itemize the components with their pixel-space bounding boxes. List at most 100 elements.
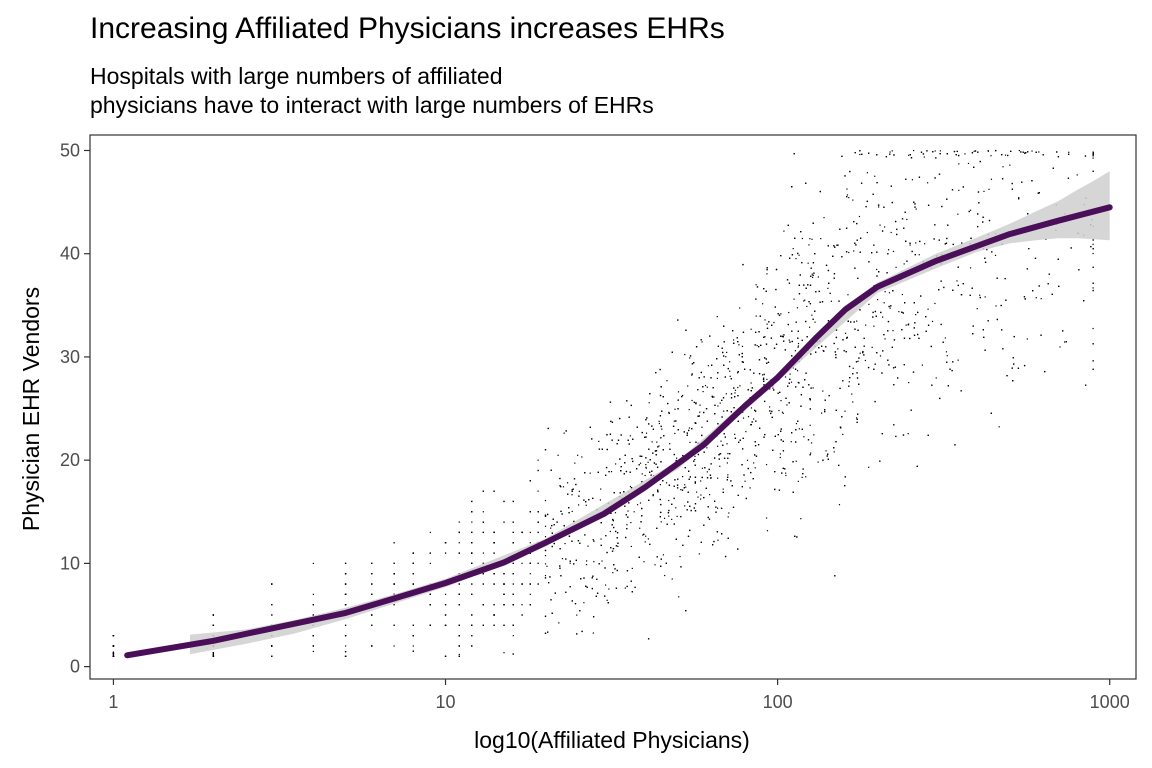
scatter-point	[684, 505, 686, 507]
scatter-point	[920, 295, 922, 297]
scatter-point	[727, 367, 729, 370]
scatter-point	[990, 155, 992, 157]
scatter-point	[560, 575, 562, 577]
scatter-point	[529, 604, 531, 606]
scatter-point	[901, 293, 904, 296]
scatter-point	[558, 622, 560, 624]
scatter-point	[567, 493, 569, 495]
scatter-point	[458, 624, 460, 626]
scatter-point	[610, 471, 613, 473]
scatter-point	[881, 230, 884, 232]
scatter-point	[631, 591, 633, 593]
scatter-point	[904, 302, 906, 304]
scatter-point	[493, 624, 495, 626]
scatter-point	[916, 465, 918, 467]
scatter-point	[668, 412, 670, 414]
scatter-point	[729, 375, 731, 377]
scatter-point	[743, 368, 746, 370]
scatter-point	[646, 417, 648, 419]
scatter-point	[737, 420, 739, 422]
chart-subtitle-line-2: physicians have to interact with large n…	[90, 92, 654, 118]
scatter-point	[787, 385, 789, 387]
scatter-point	[845, 227, 848, 229]
scatter-point	[691, 373, 693, 375]
scatter-point	[695, 422, 697, 424]
scatter-point	[665, 562, 667, 564]
scatter-point	[344, 573, 347, 575]
scatter-point	[537, 469, 539, 472]
scatter-point	[689, 505, 691, 507]
scatter-point	[611, 421, 614, 423]
scatter-point	[784, 376, 787, 378]
scatter-point	[795, 321, 797, 323]
scatter-point	[741, 345, 744, 348]
scatter-point	[882, 316, 884, 318]
scatter-point	[808, 384, 810, 386]
scatter-point	[808, 301, 810, 303]
scatter-point	[762, 303, 764, 305]
scatter-point	[799, 274, 801, 276]
scatter-point	[938, 173, 941, 175]
scatter-point	[689, 529, 691, 532]
scatter-point	[565, 591, 567, 593]
scatter-point	[822, 390, 824, 392]
scatter-point	[700, 541, 702, 543]
scatter-point	[747, 389, 749, 391]
scatter-point	[865, 205, 867, 208]
scatter-point	[795, 423, 798, 425]
scatter-point	[827, 320, 830, 322]
scatter-point	[798, 284, 800, 286]
scatter-point	[512, 531, 514, 534]
scatter-point	[1035, 151, 1037, 153]
scatter-point	[663, 435, 665, 437]
scatter-point	[636, 426, 638, 428]
scatter-point	[846, 337, 848, 339]
scatter-point	[818, 347, 820, 349]
scatter-point	[711, 395, 713, 398]
scatter-point	[891, 346, 893, 348]
scatter-point	[444, 614, 447, 616]
scatter-point	[849, 170, 851, 173]
scatter-point	[1059, 346, 1061, 348]
scatter-point	[412, 583, 414, 585]
scatter-point	[918, 176, 921, 178]
scatter-point	[344, 624, 347, 626]
scatter-point	[503, 573, 505, 575]
scatter-point	[723, 364, 725, 366]
scatter-point	[529, 511, 531, 513]
scatter-point	[722, 397, 725, 399]
scatter-point	[529, 573, 531, 575]
scatter-point	[951, 369, 953, 372]
y-axis-title: Physician EHR Vendors	[18, 287, 44, 531]
scatter-point	[712, 387, 714, 389]
scatter-point	[905, 240, 907, 242]
scatter-point	[271, 583, 273, 585]
scatter-point	[960, 294, 963, 296]
scatter-point	[1024, 298, 1026, 300]
scatter-point	[458, 653, 460, 656]
scatter-point	[625, 470, 628, 473]
scatter-point	[716, 316, 718, 318]
x-tick-label: 10	[436, 692, 456, 712]
scatter-point	[863, 345, 865, 347]
scatter-point	[655, 371, 657, 374]
scatter-point	[800, 405, 802, 407]
scatter-point	[727, 457, 729, 459]
scatter-point	[742, 417, 745, 419]
scatter-point	[808, 326, 811, 328]
scatter-point	[568, 512, 570, 514]
scatter-point	[676, 457, 678, 459]
scatter-point	[940, 280, 942, 282]
scatter-point	[666, 523, 668, 525]
scatter-point	[843, 350, 845, 352]
scatter-point	[1001, 329, 1003, 331]
scatter-point	[1092, 252, 1094, 255]
scatter-point	[681, 476, 684, 478]
scatter-point	[537, 490, 539, 492]
scatter-point	[808, 244, 810, 246]
scatter-point	[271, 614, 273, 616]
scatter-point	[853, 250, 855, 252]
scatter-point	[810, 267, 812, 269]
scatter-point	[662, 554, 665, 556]
scatter-point	[765, 290, 767, 292]
